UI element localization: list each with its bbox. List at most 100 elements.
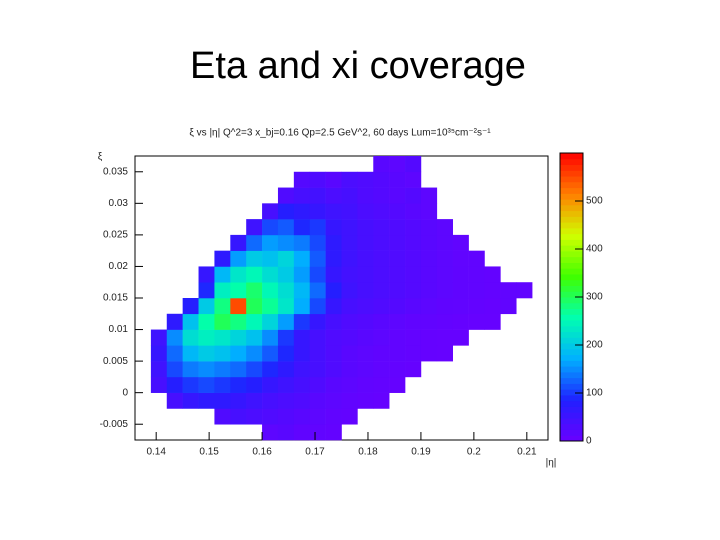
colorbar-tick-label: 500 xyxy=(586,196,603,207)
y-tick-label: -0.005 xyxy=(100,419,129,430)
heat-cell xyxy=(262,313,279,330)
colorbar-tick-label: 0 xyxy=(586,436,592,447)
heat-cell xyxy=(309,282,326,299)
heat-cell xyxy=(214,361,231,378)
heat-cell xyxy=(214,313,231,330)
colorbar-step xyxy=(560,227,583,235)
heat-cell xyxy=(309,250,326,267)
heat-cell xyxy=(373,171,390,188)
heat-cell xyxy=(293,219,311,236)
heat-cell xyxy=(405,203,422,220)
heat-cell xyxy=(341,282,358,299)
heat-cell xyxy=(277,219,295,236)
heat-cell xyxy=(166,313,183,330)
heat-cell xyxy=(389,376,406,393)
heat-cell xyxy=(150,376,168,393)
heat-cell xyxy=(309,392,326,409)
heat-cell xyxy=(246,392,263,409)
heat-cell xyxy=(341,376,358,393)
x-tick-label: 0.19 xyxy=(411,447,431,458)
heat-cell xyxy=(325,234,342,251)
heat-cell xyxy=(150,329,168,346)
x-axis-label: |η| xyxy=(546,458,557,469)
heat-cell xyxy=(325,376,342,393)
heat-cell xyxy=(389,156,406,173)
heat-cell xyxy=(262,250,279,267)
heat-cell xyxy=(389,345,406,362)
heat-cell xyxy=(357,313,374,330)
heat-cell xyxy=(420,234,438,251)
heat-cell xyxy=(341,203,358,220)
heat-cell xyxy=(468,250,485,267)
heat-cell xyxy=(166,376,183,393)
heat-cell xyxy=(357,187,374,204)
heat-cell xyxy=(198,298,215,315)
heat-cell xyxy=(293,171,311,188)
colorbar-step xyxy=(560,297,583,304)
heat-cell xyxy=(452,266,469,283)
colorbar-step xyxy=(560,279,583,286)
heat-cell xyxy=(468,266,485,283)
heat-cell xyxy=(373,361,390,378)
heat-cell xyxy=(246,376,263,393)
heat-cell xyxy=(341,171,358,188)
heat-cell xyxy=(373,219,390,236)
heat-cell xyxy=(309,298,326,315)
heat-cell xyxy=(309,266,326,283)
heat-cell xyxy=(262,376,279,393)
heat-cell xyxy=(230,361,247,378)
colorbar-step xyxy=(560,389,583,396)
heat-cell xyxy=(357,266,374,283)
heat-cell xyxy=(341,392,358,409)
heat-cell xyxy=(309,424,326,441)
heat-cell xyxy=(246,234,263,251)
heat-cell xyxy=(325,171,342,188)
heat-cell xyxy=(182,392,199,409)
colorbar-step xyxy=(560,164,583,171)
slide-title: Eta and xi coverage xyxy=(190,45,526,87)
heat-cell xyxy=(373,392,390,409)
heat-cell xyxy=(230,329,247,346)
heat-cell xyxy=(262,424,279,441)
colorbar-step xyxy=(560,273,583,281)
heat-cell xyxy=(389,250,406,267)
colorbar-step xyxy=(560,406,583,413)
x-tick-label: 0.2 xyxy=(467,447,481,458)
y-tick-label: 0.01 xyxy=(109,324,129,335)
colorbar-step xyxy=(560,216,583,223)
heat-cell xyxy=(293,250,311,267)
heat-cell xyxy=(182,329,199,346)
heat-cell xyxy=(420,219,438,236)
colorbar-step xyxy=(560,354,583,361)
heat-cell xyxy=(420,203,438,220)
heat-cell xyxy=(262,361,279,378)
heat-cell xyxy=(277,250,295,267)
colorbar-step xyxy=(560,262,583,269)
heat-cell xyxy=(420,313,438,330)
heat-cell xyxy=(405,171,422,188)
heat-cell xyxy=(230,376,247,393)
heat-cell xyxy=(357,376,374,393)
heat-cell xyxy=(277,298,295,315)
heat-cell xyxy=(468,282,485,299)
heat-cell xyxy=(262,408,279,425)
colorbar-step xyxy=(560,256,583,263)
heat-cell xyxy=(325,424,342,441)
heat-cell xyxy=(325,203,342,220)
colorbar-step xyxy=(560,308,583,315)
heat-cell xyxy=(293,376,311,393)
heat-cell xyxy=(309,171,326,188)
heat-cell xyxy=(500,282,517,299)
heat-cell xyxy=(277,345,295,362)
colorbar-step xyxy=(560,377,583,384)
heat-cell xyxy=(341,361,358,378)
x-tick-label: 0.14 xyxy=(146,447,166,458)
colorbar-step xyxy=(560,153,583,160)
chart-title: ξ vs |η| Q^2=3 x_bj=0.16 Qp=2.5 GeV^2, 6… xyxy=(189,128,491,139)
y-tick-label: 0.02 xyxy=(109,261,129,272)
colorbar-step xyxy=(560,170,583,177)
heat-cell xyxy=(373,266,390,283)
heat-cell xyxy=(277,376,295,393)
heat-cell xyxy=(309,187,326,204)
heat-cell xyxy=(198,266,215,283)
